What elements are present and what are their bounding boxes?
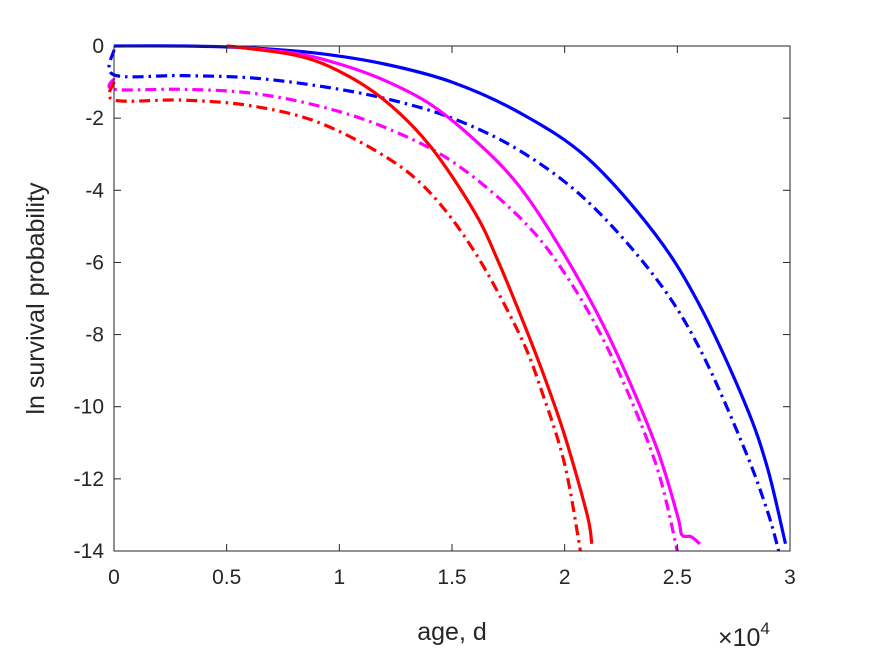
x-tick-label: 0 [108,566,120,589]
series-layer [107,44,788,552]
x-multiplier-base: ×10 [718,624,760,652]
x-axis-label: age, d [417,618,487,646]
x-tick-label: 0.5 [212,566,241,589]
y-tick-label: 0 [92,35,104,58]
y-tick-label: -6 [85,251,104,274]
y-tick-label: -10 [74,396,104,419]
y-tick-label: -8 [85,324,104,347]
x-tick-label: 1 [333,566,345,589]
series-line-6 [107,81,582,552]
series-line-3 [226,44,701,546]
y-tick-label: -12 [74,468,104,491]
series-line-2 [107,49,781,552]
series-line-5 [226,44,594,545]
tick-labels-layer: 0 0.5 1 1.5 2 2.5 3 0 -2 -4 -6 -8 -10 -12 -14 [74,35,796,589]
x-tick-label: 1.5 [437,566,466,589]
x-multiplier-exponent: 4 [760,619,769,638]
y-tick-label: -14 [74,540,105,563]
series-line-4 [107,77,679,552]
x-tick-label: 2.5 [663,566,692,589]
ticks-layer [113,45,791,552]
x-tick-label: 3 [784,566,796,589]
y-axis-label: ln survival probability [22,182,50,415]
y-tick-label: -4 [85,179,104,202]
y-tick-label: -2 [85,107,104,130]
x-tick-label: 2 [559,566,571,589]
series-line-1 [113,44,788,545]
x-axis-multiplier: ×104 [718,619,770,652]
